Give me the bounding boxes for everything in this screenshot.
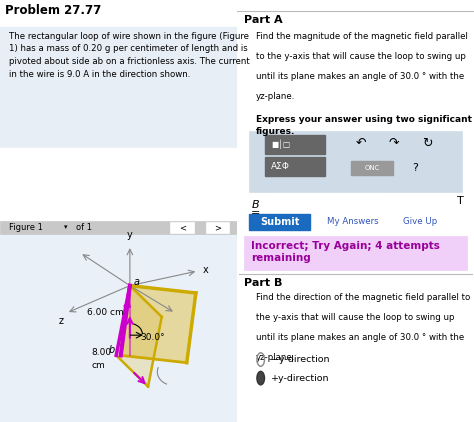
Text: 30.0°: 30.0° <box>140 333 165 342</box>
Bar <box>0 234 237 422</box>
Text: Give Up: Give Up <box>403 217 437 227</box>
Text: of 1: of 1 <box>76 223 91 232</box>
Text: in the wire is 9.0 A in the direction shown.: in the wire is 9.0 A in the direction sh… <box>9 70 191 78</box>
Text: <: < <box>179 223 186 233</box>
Text: Part A: Part A <box>244 15 283 25</box>
Text: ONC: ONC <box>365 165 380 171</box>
Bar <box>0 221 237 234</box>
Text: −y-direction: −y-direction <box>271 355 330 364</box>
Text: Find the magnitude of the magnetic field parallel: Find the magnitude of the magnetic field… <box>256 32 468 41</box>
Bar <box>0 27 237 148</box>
Bar <box>170 222 194 233</box>
Bar <box>265 157 325 176</box>
Text: ↷: ↷ <box>389 137 399 150</box>
Text: figures.: figures. <box>256 127 295 135</box>
Text: b: b <box>108 345 115 354</box>
Text: yz-plane.: yz-plane. <box>256 92 295 101</box>
Text: x: x <box>203 265 209 275</box>
Text: Part B: Part B <box>244 278 283 288</box>
Text: until its plane makes an angle of 30.0 ° with the: until its plane makes an angle of 30.0 °… <box>256 72 464 81</box>
Text: yz-plane.: yz-plane. <box>256 353 295 362</box>
Text: pivoted about side ab on a frictionless axis. The current: pivoted about side ab on a frictionless … <box>9 57 250 66</box>
Bar <box>244 349 467 390</box>
Text: 8.00: 8.00 <box>91 349 111 357</box>
Text: Problem 27.77: Problem 27.77 <box>5 4 101 17</box>
Text: Incorrect; Try Again; 4 attempts: Incorrect; Try Again; 4 attempts <box>251 241 440 251</box>
Text: y: y <box>127 230 133 240</box>
Text: ?: ? <box>412 163 418 173</box>
Bar <box>244 236 467 270</box>
Bar <box>249 214 310 230</box>
Circle shape <box>257 371 264 385</box>
Text: remaining: remaining <box>251 253 311 263</box>
Text: ΑΣΦ: ΑΣΦ <box>272 162 290 171</box>
Bar <box>351 161 393 175</box>
Text: Express your answer using two significant: Express your answer using two significan… <box>256 115 472 124</box>
Bar <box>0 0 237 30</box>
Text: ▾: ▾ <box>64 225 67 230</box>
Text: =: = <box>251 208 261 218</box>
Text: +y-direction: +y-direction <box>271 373 330 383</box>
Polygon shape <box>116 286 162 387</box>
Polygon shape <box>121 286 196 362</box>
Text: a: a <box>133 277 139 287</box>
Text: 6.00 cm: 6.00 cm <box>87 308 123 317</box>
Bar <box>206 222 229 233</box>
Text: cm: cm <box>91 361 105 370</box>
Bar <box>270 193 384 209</box>
Text: the y-axis that will cause the loop to swing up: the y-axis that will cause the loop to s… <box>256 313 455 322</box>
Bar <box>249 131 462 192</box>
Text: until its plane makes an angle of 30.0 ° with the: until its plane makes an angle of 30.0 °… <box>256 333 464 342</box>
Text: Submit: Submit <box>260 217 300 227</box>
Bar <box>265 135 325 154</box>
Text: Figure 1: Figure 1 <box>9 223 43 232</box>
Text: The rectangular loop of wire shown in the figure (Figure: The rectangular loop of wire shown in th… <box>9 32 249 41</box>
Text: ↶: ↶ <box>356 137 366 150</box>
Text: 1) has a mass of 0.20 g per centimeter of length and is: 1) has a mass of 0.20 g per centimeter o… <box>9 44 248 53</box>
Text: $B$: $B$ <box>251 198 260 210</box>
Text: My Answers: My Answers <box>327 217 379 227</box>
Text: ↻: ↻ <box>422 137 432 150</box>
Text: Find the direction of the magnetic field parallel to: Find the direction of the magnetic field… <box>256 293 470 302</box>
Text: ■│□: ■│□ <box>271 140 291 149</box>
Text: to the y-axis that will cause the loop to swing up: to the y-axis that will cause the loop t… <box>256 52 466 61</box>
Text: z: z <box>59 316 64 326</box>
Text: >: > <box>214 223 221 233</box>
Bar <box>0 148 237 224</box>
Text: T: T <box>457 196 464 206</box>
